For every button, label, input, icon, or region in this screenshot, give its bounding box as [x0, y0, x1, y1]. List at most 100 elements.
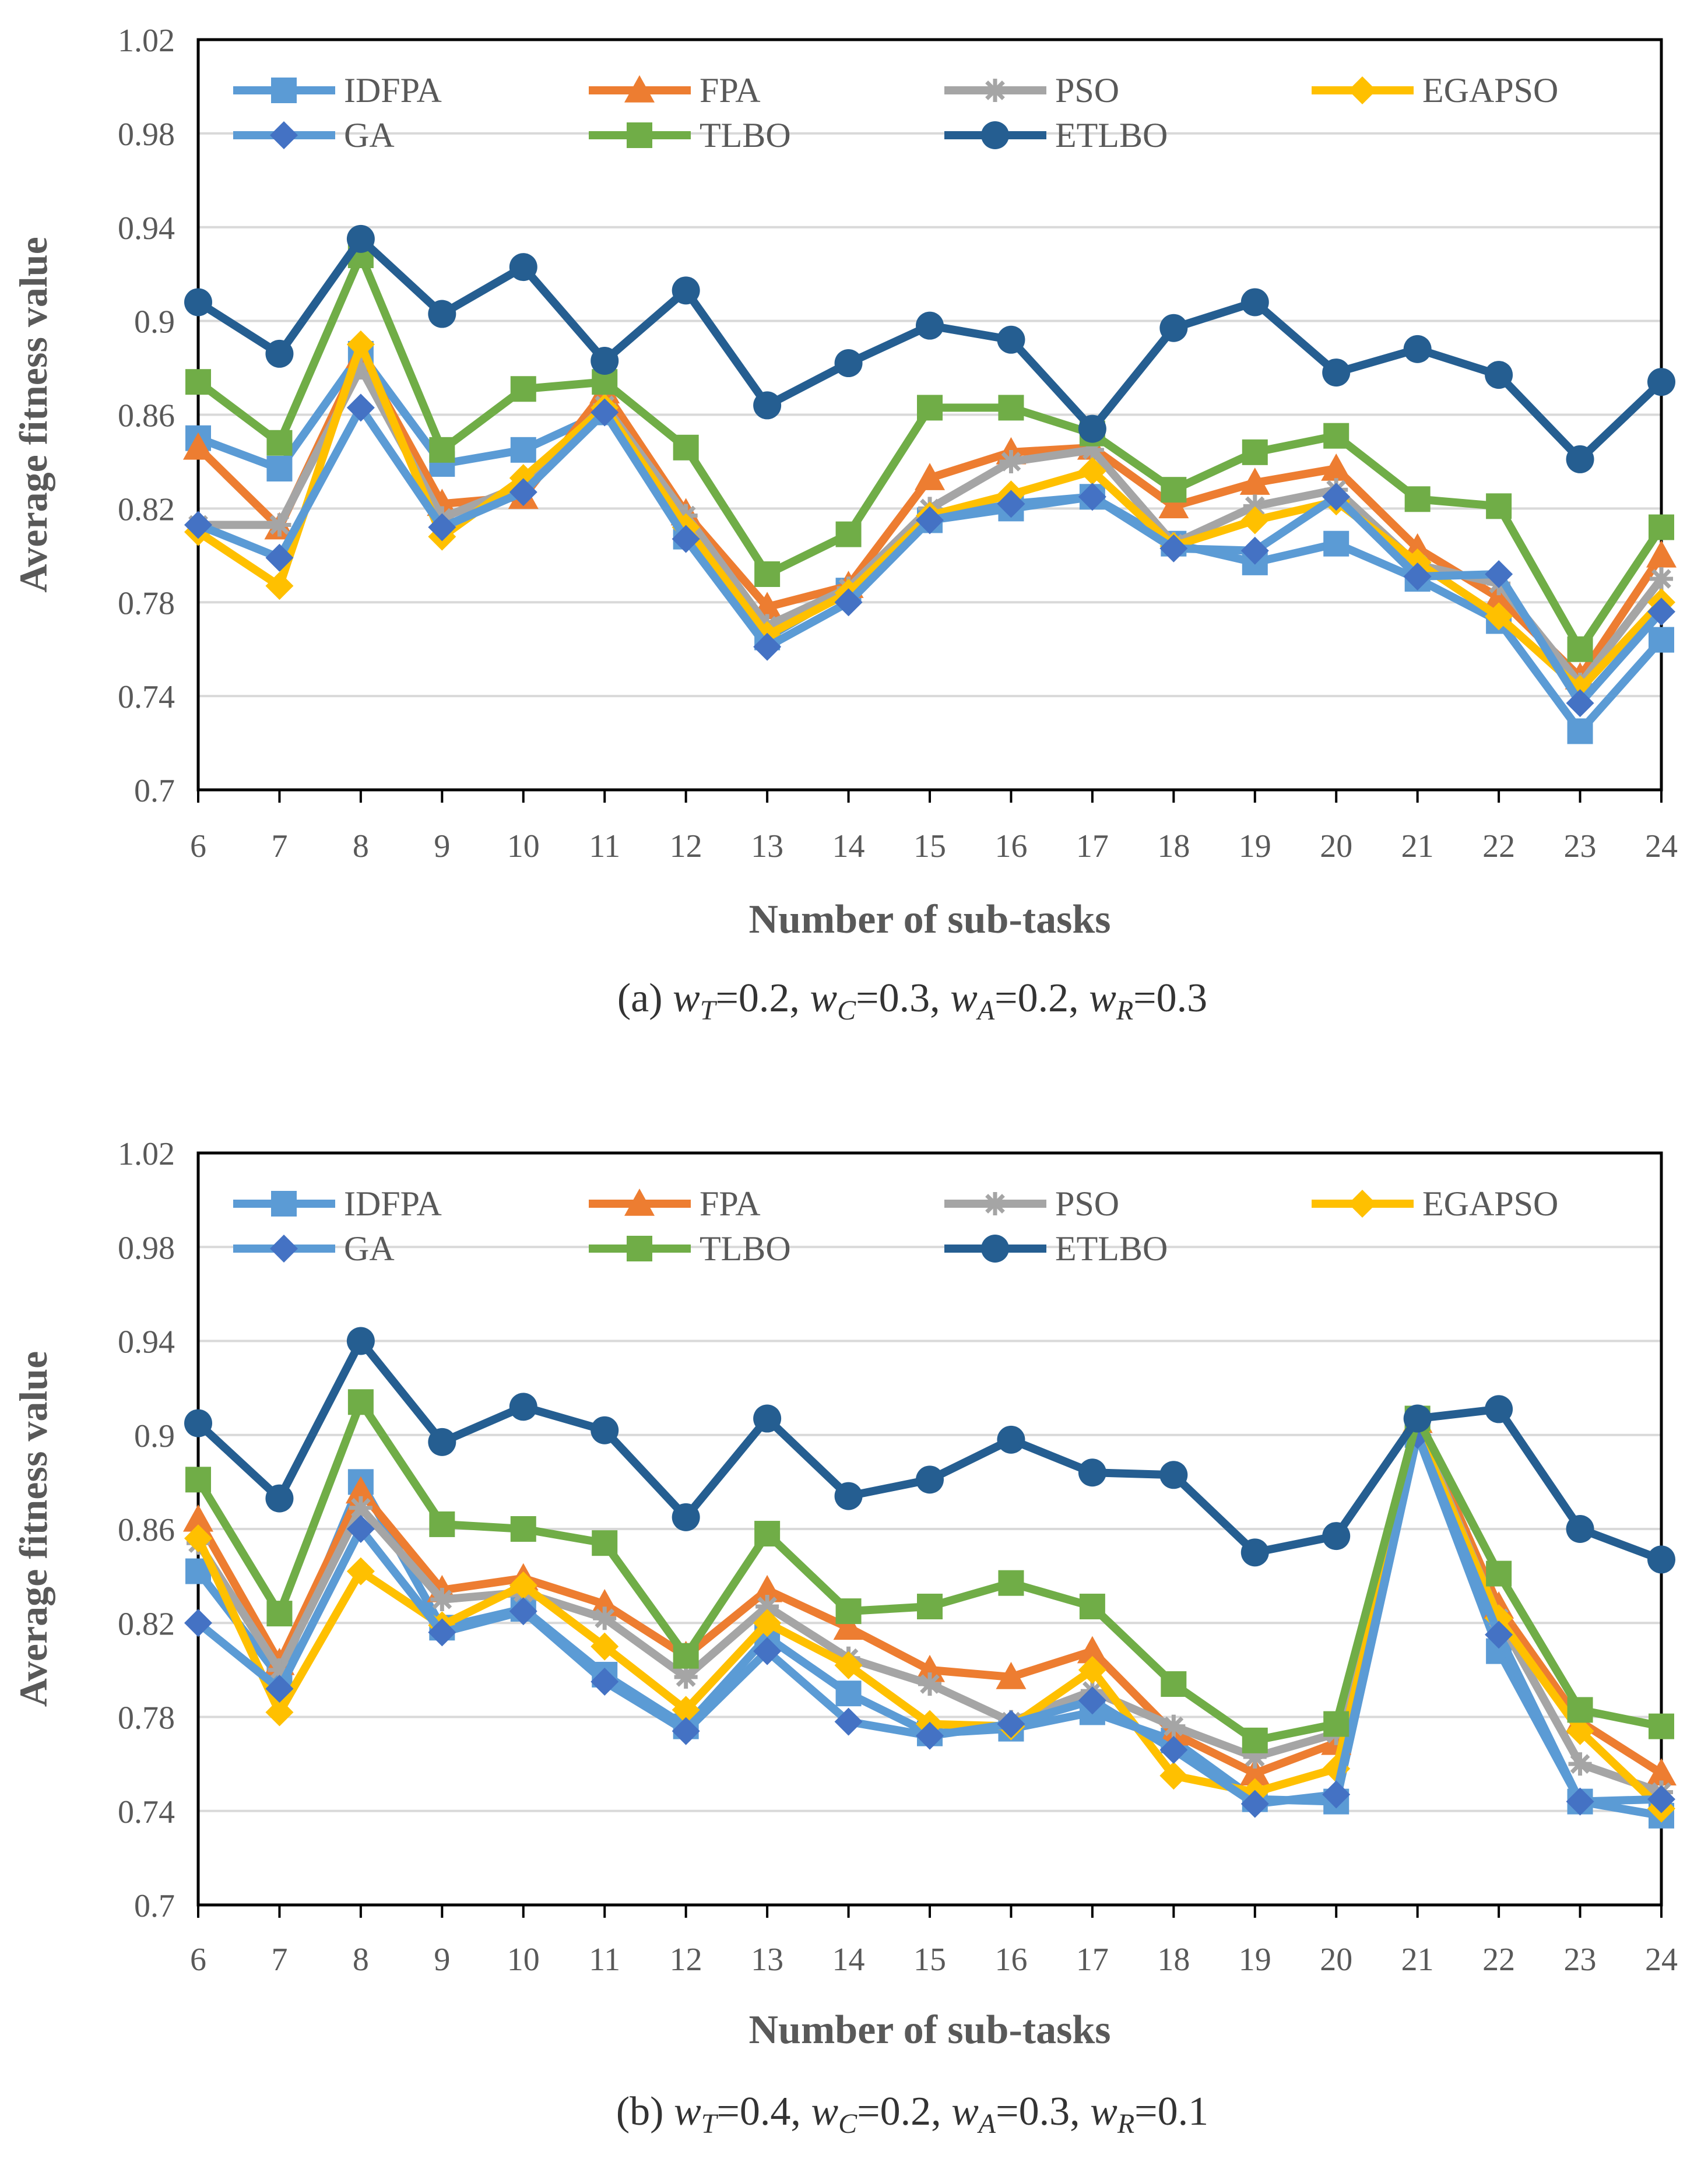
y-tick-label: 0.7 — [134, 773, 175, 809]
x-tick-label: 17 — [1076, 1942, 1109, 1978]
legend-label: EGAPSO — [1422, 71, 1558, 110]
x-tick-label: 16 — [994, 828, 1027, 864]
data-point-etlbo — [1647, 1545, 1675, 1574]
x-tick-label: 18 — [1157, 1942, 1190, 1978]
legend-item-tlbo: TLBO — [589, 1229, 791, 1268]
data-point-egapso — [834, 1651, 863, 1679]
data-point-tlbo — [754, 561, 781, 587]
data-point-ga — [1159, 1735, 1188, 1764]
legend-item-idfpa: IDFPA — [233, 1184, 442, 1223]
data-point-tlbo — [1242, 439, 1268, 465]
series-ga — [184, 393, 1675, 718]
data-point-etlbo — [1485, 1395, 1513, 1423]
data-point-ga — [346, 1515, 375, 1543]
data-point-idfpa — [1323, 530, 1349, 557]
data-point-fpa — [1077, 1636, 1108, 1664]
legend-label: TLBO — [700, 1229, 791, 1268]
x-tick-label: 18 — [1157, 828, 1190, 864]
x-tick-label: 9 — [434, 1942, 450, 1978]
data-point-ga — [834, 588, 863, 617]
legend-item-ga: GA — [233, 1229, 395, 1268]
data-point-fpa — [345, 1476, 376, 1504]
x-tick-label: 23 — [1564, 1942, 1597, 1978]
data-point-egapso — [265, 1698, 294, 1727]
data-point-tlbo — [998, 395, 1024, 421]
data-point-tlbo — [998, 1570, 1024, 1596]
data-point-etlbo — [1240, 1538, 1269, 1567]
data-point-pso — [1243, 494, 1267, 518]
data-point-ga — [1647, 597, 1675, 626]
legend-label: PSO — [1055, 1184, 1119, 1223]
data-point-etlbo — [428, 1428, 456, 1456]
data-point-idfpa — [510, 437, 536, 463]
data-point-fpa — [1158, 491, 1189, 519]
data-point-pso — [755, 1595, 779, 1619]
legend-item-tlbo: TLBO — [589, 116, 791, 154]
data-point-tlbo — [510, 376, 536, 402]
data-point-etlbo — [1403, 1404, 1432, 1433]
data-point-etlbo — [1566, 445, 1594, 473]
data-point-etlbo — [1240, 288, 1269, 317]
data-point-ga — [997, 490, 1025, 518]
x-tick-label: 15 — [913, 1942, 946, 1978]
data-point-idfpa — [266, 456, 293, 482]
data-point-pso — [1080, 438, 1104, 462]
data-point-pso — [918, 1672, 941, 1696]
legend: IDFPA FPA PSO EGAPSO GA TLBO ETLBO — [233, 1184, 1558, 1268]
data-point-etlbo — [1159, 314, 1188, 342]
data-point-ga — [184, 1609, 212, 1637]
data-point-pso — [1162, 1714, 1186, 1738]
data-point-egapso — [346, 1557, 375, 1586]
x-tick-label: 7 — [271, 828, 287, 864]
data-point-egapso — [1078, 457, 1106, 486]
data-point-pso — [349, 1496, 372, 1520]
data-point-ga — [509, 1597, 537, 1626]
x-tick-label: 10 — [507, 1942, 540, 1978]
legend-item-etlbo: ETLBO — [944, 1229, 1168, 1268]
x-tick-label: 6 — [190, 828, 206, 864]
legend-label: ETLBO — [1055, 1229, 1168, 1268]
x-axis-title: Number of sub-tasks — [748, 2008, 1110, 2052]
data-point-etlbo — [1159, 1461, 1188, 1489]
data-point-etlbo — [591, 1416, 619, 1444]
y-tick-label: 1.02 — [118, 1136, 175, 1172]
data-point-ga — [265, 1675, 294, 1703]
data-point-tlbo — [673, 434, 699, 460]
data-point-egapso — [346, 330, 375, 358]
data-point-ga — [346, 393, 375, 422]
data-point-ga — [591, 398, 619, 427]
data-point-ga — [428, 1618, 456, 1647]
legend-label: EGAPSO — [1422, 1184, 1558, 1223]
y-tick-label: 0.94 — [118, 1324, 175, 1361]
data-point-egapso — [672, 1696, 700, 1724]
chart-panel-b: 0.7 0.74 0.78 0.82 0.86 0.9 0.94 0.98 1.02 6 7 8 9 10… — [11, 1136, 1678, 2139]
data-point-fpa — [752, 1574, 783, 1602]
data-point-tlbo — [266, 1601, 293, 1627]
x-tick-label: 10 — [507, 828, 540, 864]
legend-swatch-marker — [981, 121, 1009, 149]
x-tick-label: 19 — [1239, 1942, 1271, 1978]
legend-item-fpa: FPA — [589, 1184, 761, 1223]
data-point-egapso — [1240, 506, 1269, 535]
data-point-ga — [1240, 1790, 1269, 1818]
data-point-etlbo — [753, 391, 782, 420]
legend-item-idfpa: IDFPA — [233, 71, 442, 110]
legend-swatch-marker — [271, 78, 297, 103]
legend-swatch-marker — [1348, 76, 1376, 104]
x-tick-label: 21 — [1401, 828, 1434, 864]
legend-item-pso: PSO — [944, 71, 1119, 110]
chart-panel-a: 0.7 0.74 0.78 0.82 0.86 0.9 0.94 0.98 1.02 6 7 8 9 10… — [11, 23, 1678, 1026]
data-point-ga — [672, 525, 700, 553]
data-point-etlbo — [834, 1482, 863, 1510]
data-point-pso — [430, 1587, 454, 1611]
data-point-tlbo — [1486, 1560, 1512, 1587]
data-point-ga — [753, 632, 782, 661]
data-point-egapso — [753, 1609, 782, 1637]
x-tick-label: 6 — [190, 1942, 206, 1978]
y-axis-title: Average fitness value — [11, 237, 55, 593]
x-tick-label: 20 — [1320, 1942, 1352, 1978]
data-point-ga — [1159, 534, 1188, 563]
data-point-ga — [1322, 483, 1351, 511]
legend-swatch-marker — [271, 1191, 297, 1217]
